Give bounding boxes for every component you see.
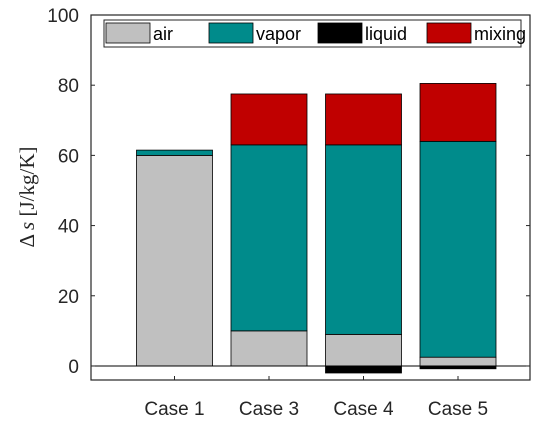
bar-vapor-case-4 [325,144,402,335]
bar-air-case-5 [419,356,497,367]
y-tick-label: 40 [58,217,79,238]
bar-air-case-4 [325,333,402,367]
legend-items: air vapor liquid mixing [105,22,526,44]
legend-label-liquid: liquid [365,24,407,44]
legend-label-mixing: mixing [474,24,526,44]
x-tick-label: Case 1 [144,399,204,420]
legend-swatch-air [105,22,151,44]
legend-label-vapor: vapor [256,24,301,44]
bar-vapor-case-1 [136,149,213,156]
x-tick-label: Case 3 [239,399,299,420]
legend-label-air: air [153,24,173,44]
legend: air vapor liquid mixing [103,19,526,48]
plot-frame [90,14,531,381]
legend-swatch-mixing [426,22,472,44]
legend-swatch-liquid [317,22,363,44]
bar-mixing-case-4 [325,93,402,146]
y-axis-label-unit: [J/kg/K] [15,147,39,222]
bar-vapor-case-5 [419,140,497,358]
bar-liquid-case-4 [325,365,402,374]
bars-layer [136,83,497,374]
bar-mixing-case-5 [419,83,497,142]
bar-air-case-1 [136,154,213,367]
y-axis-label: Δs [J/kg/K] [15,147,39,248]
bar-mixing-case-3 [230,93,308,146]
y-tick-label: 20 [58,287,79,308]
bar-vapor-case-3 [230,144,308,332]
y-tick-label: 0 [68,357,79,378]
x-tick-label: Case 4 [333,399,394,420]
y-axis-label-symbol: Δ [15,234,39,248]
y-tick-label: 60 [58,146,79,167]
y-tick-label: 100 [47,6,79,27]
y-tick-label: 80 [58,76,79,97]
y-axis-label-variable: s [15,222,39,230]
ticks-layer: Case 1 Case 3 Case 4 Case 5 0 20 40 60 80 100 [47,6,530,420]
x-tick-label: Case 5 [428,399,488,420]
bar-air-case-3 [230,330,308,367]
legend-swatch-vapor [208,22,254,44]
